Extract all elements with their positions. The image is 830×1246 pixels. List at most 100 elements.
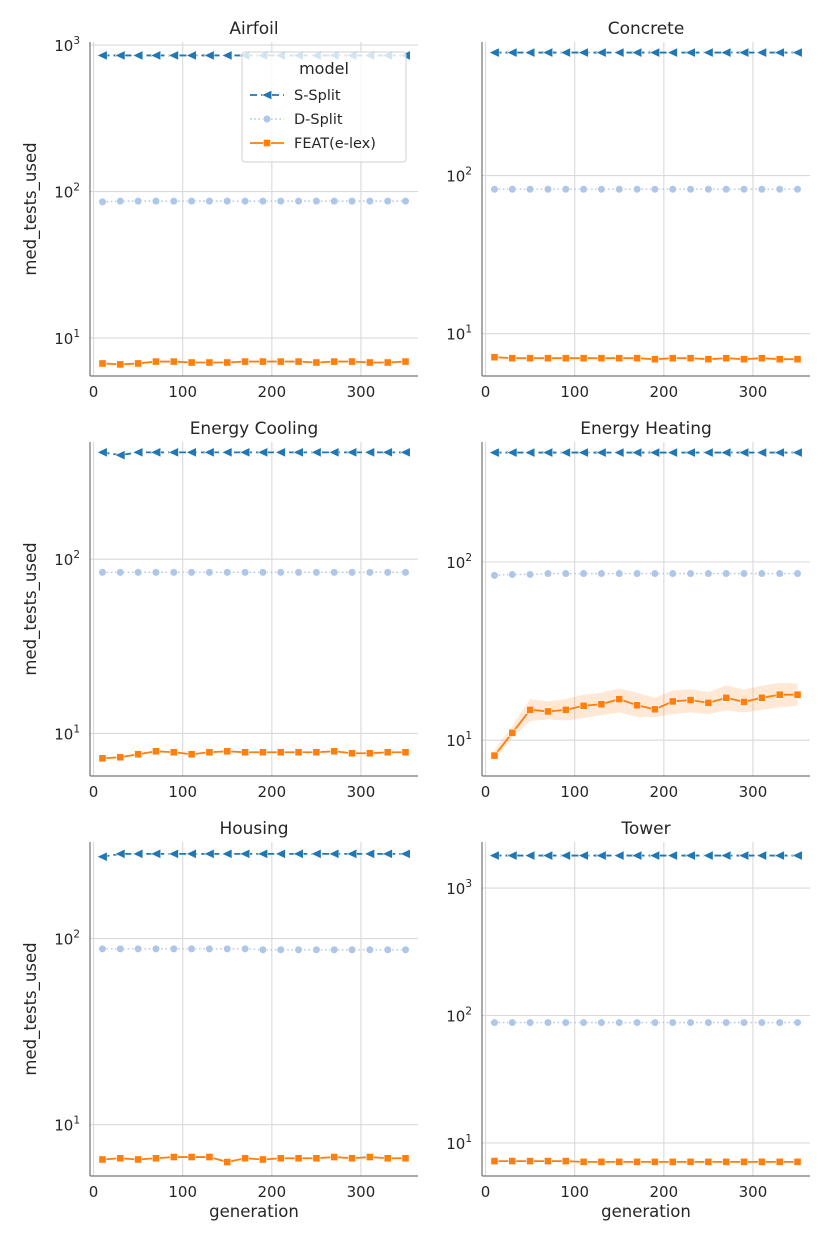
series-feat-e-lex: [98, 747, 410, 763]
data-point: [649, 47, 660, 58]
data-point: [633, 1157, 641, 1166]
data-point: [651, 1157, 659, 1166]
data-point: [740, 1157, 748, 1166]
data-point: [346, 447, 357, 458]
data-point: [597, 185, 606, 194]
data-point: [292, 848, 304, 859]
data-point: [650, 1018, 660, 1027]
x-tick-label: 300: [739, 783, 768, 801]
data-point: [542, 447, 553, 458]
data-point: [488, 850, 500, 861]
data-point: [241, 1154, 249, 1163]
data-point: [383, 945, 392, 954]
data-point: [632, 569, 642, 578]
data-point: [543, 185, 553, 194]
data-point: [259, 1155, 267, 1164]
data-point: [704, 1018, 713, 1027]
data-point: [132, 50, 144, 61]
legend-entry-d-split: D-Split: [250, 112, 343, 128]
data-point: [666, 447, 678, 458]
data-point: [365, 749, 374, 758]
x-tick-label: 100: [168, 383, 197, 401]
data-point: [615, 569, 624, 578]
data-point: [347, 568, 357, 577]
data-point: [292, 447, 304, 458]
data-point: [116, 568, 125, 577]
data-point: [649, 850, 660, 861]
x-tick-label: 200: [258, 1183, 287, 1201]
data-point: [526, 1018, 535, 1027]
data-point: [401, 1154, 410, 1163]
data-point: [381, 447, 393, 458]
panel-tower: Tower 0 100 200 300 101 102 103 generation: [446, 819, 810, 1221]
data-point: [793, 1018, 802, 1027]
data-point: [542, 850, 553, 861]
data-point: [169, 197, 178, 206]
data-point: [508, 185, 517, 194]
series-d-split: [98, 944, 410, 954]
data-point: [684, 447, 696, 458]
data-point: [276, 1154, 285, 1163]
x-tick-label: 100: [560, 383, 589, 401]
data-point: [330, 1153, 339, 1161]
panel-energy-heating: Energy Heating 0 100 200 300 101 102: [446, 419, 810, 801]
data-point: [134, 944, 143, 953]
data-point: [490, 1157, 499, 1165]
data-point: [312, 197, 321, 206]
data-point: [401, 748, 410, 757]
data-point: [542, 47, 553, 58]
data-point: [221, 50, 233, 61]
data-point: [579, 185, 588, 194]
data-point: [203, 50, 215, 61]
data-point: [668, 354, 677, 363]
y-tick-label: 101: [54, 1115, 80, 1135]
data-point: [488, 47, 500, 58]
data-point: [221, 447, 233, 458]
data-point: [740, 355, 748, 364]
y-tick-label: 101: [54, 328, 80, 348]
data-point: [561, 1157, 570, 1165]
data-point: [312, 748, 321, 757]
series-line: [494, 356, 798, 361]
data-point: [150, 50, 161, 61]
data-point: [401, 945, 410, 954]
data-point: [508, 728, 517, 737]
data-point: [757, 569, 766, 578]
y-tick-label: 102: [446, 552, 472, 572]
data-point: [185, 50, 197, 61]
data-point: [221, 848, 233, 859]
panel-title: Energy Cooling: [190, 419, 319, 439]
data-point: [613, 447, 625, 458]
data-point: [116, 360, 125, 369]
data-point: [757, 1018, 766, 1027]
data-point: [722, 569, 731, 578]
data-point: [595, 47, 607, 58]
data-point: [595, 850, 607, 861]
data-point: [773, 850, 785, 861]
data-point: [544, 1157, 552, 1165]
data-point: [793, 185, 802, 194]
data-point: [775, 1018, 784, 1027]
data-point: [722, 1157, 731, 1166]
data-point: [649, 447, 660, 458]
data-point: [187, 568, 196, 577]
data-point: [490, 185, 499, 194]
data-point: [169, 568, 178, 577]
data-point: [508, 354, 517, 363]
data-point: [312, 945, 321, 954]
data-point: [276, 748, 285, 757]
data-point: [98, 1155, 107, 1164]
x-axis-label: generation: [601, 1202, 691, 1221]
data-point: [257, 848, 268, 859]
data-point: [223, 197, 232, 206]
series-s-split: [488, 447, 803, 458]
data-point: [276, 945, 285, 954]
data-point: [98, 754, 107, 763]
data-point: [490, 353, 499, 362]
data-point: [401, 197, 410, 206]
data-point: [328, 848, 340, 859]
series-feat-e-lex: [98, 357, 410, 369]
data-point: [686, 1157, 695, 1166]
data-point: [150, 447, 161, 458]
data-point: [524, 47, 536, 58]
